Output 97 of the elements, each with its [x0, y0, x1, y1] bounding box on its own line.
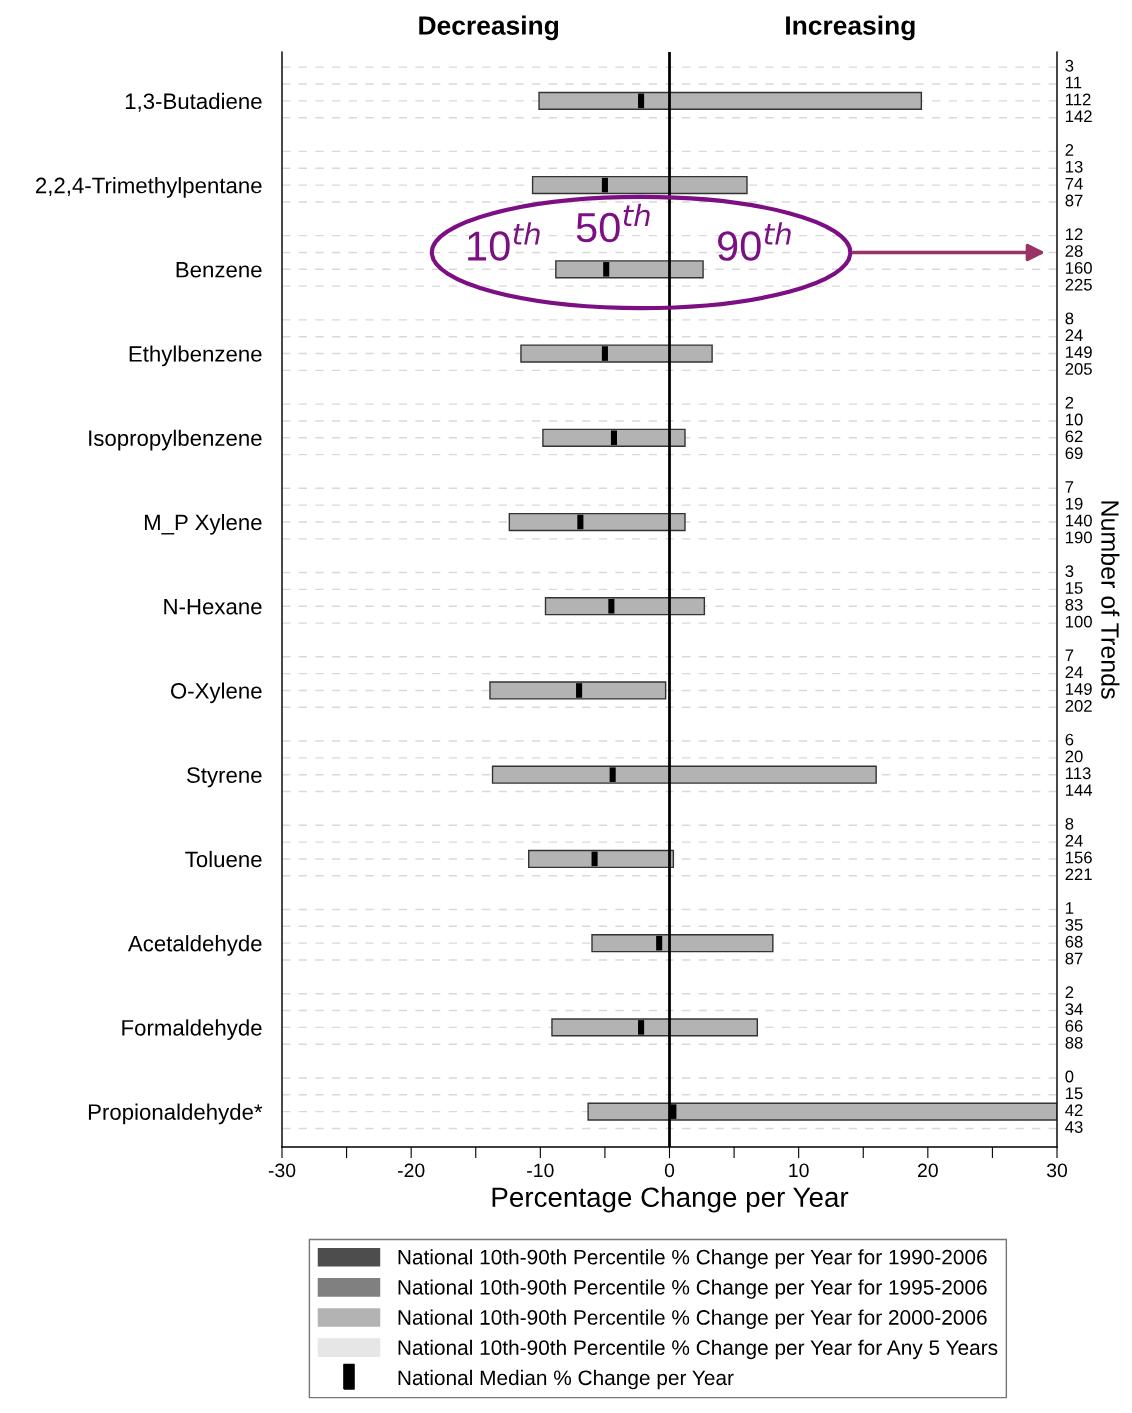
text: 142	[1066, 110, 1092, 123]
text: 190	[1066, 531, 1092, 544]
text: 202	[1065, 699, 1092, 712]
bar	[520, 344, 713, 363]
bar	[531, 175, 748, 195]
text: 24	[1065, 329, 1083, 342]
text: 19	[1066, 497, 1083, 510]
bar	[528, 849, 675, 869]
text: 35	[1065, 918, 1083, 931]
text: 149	[1066, 346, 1092, 359]
y2-axis-title: Number of Trends	[1101, 501, 1120, 699]
text: 15	[1066, 1087, 1083, 1100]
bar	[489, 681, 667, 700]
text: 68	[1065, 935, 1083, 948]
bar	[591, 934, 774, 953]
bar	[551, 1018, 759, 1037]
bar	[542, 428, 686, 447]
legend-label: National 10th-90th Percentile % Change per Year for Any 5 Years	[398, 1339, 998, 1360]
text: 12	[1066, 228, 1083, 240]
text: 28	[1065, 245, 1083, 257]
text: 156	[1066, 851, 1092, 864]
legend-label: National 10th-90th Percentile % Change per Year for 2000-2006	[398, 1309, 987, 1329]
text: 20	[1065, 750, 1083, 763]
text: 74	[1065, 177, 1083, 190]
legend-label: National Median % Change per Year	[398, 1369, 734, 1390]
legend-label: National 10th-90th Percentile % Change per Year for 1995-2006	[398, 1279, 987, 1299]
text: 87	[1065, 952, 1083, 965]
y-tick-label: O-Xylene	[170, 682, 262, 704]
y-tick-label: M_P Xylene	[144, 513, 262, 535]
x-tick-label: -20	[397, 1163, 425, 1178]
text: 6	[1065, 733, 1074, 746]
bar	[544, 597, 706, 616]
text: 7	[1065, 649, 1074, 662]
x-tick-label: 10	[789, 1163, 809, 1178]
text: 13	[1066, 160, 1083, 173]
text: 2	[1065, 986, 1074, 999]
text: 112	[1066, 93, 1091, 106]
annotation: 50$^{th}$	[576, 203, 650, 243]
y-tick-label: Isopropylbenzene	[89, 429, 262, 451]
text: 62	[1065, 430, 1083, 443]
text: 87	[1065, 194, 1083, 207]
bar	[587, 1102, 1057, 1121]
text: 66	[1065, 1020, 1083, 1032]
bar	[508, 512, 686, 532]
x-tick-label: 30	[1046, 1163, 1068, 1178]
y-tick-label: 2,2,4-Trimethylpentane	[36, 177, 262, 198]
annotation: 10$^{th}$	[468, 222, 540, 261]
text: 10	[1066, 413, 1083, 426]
y-tick-label: Acetaldehyde	[127, 935, 262, 956]
text: 140	[1066, 514, 1092, 527]
y-tick-label: Formaldehyde	[122, 1019, 262, 1041]
text: 149	[1066, 683, 1092, 695]
text: 69	[1065, 447, 1083, 460]
text: 42	[1065, 1104, 1083, 1116]
x-tick-label: 20	[918, 1163, 938, 1178]
x-tick-label: -30	[268, 1163, 296, 1178]
text: 144	[1066, 784, 1093, 796]
text: 3	[1065, 565, 1074, 578]
text: 24	[1065, 666, 1083, 678]
y-tick-label: N-Hexane	[164, 599, 262, 615]
text: 0	[1065, 1070, 1074, 1083]
bar	[555, 260, 704, 279]
text: 160	[1066, 261, 1092, 274]
text: 205	[1065, 363, 1092, 375]
text: 113	[1066, 767, 1091, 780]
text: 34	[1065, 1003, 1083, 1016]
x-tick-label: -10	[527, 1163, 554, 1178]
x-axis-title: Percentage Change per Year	[492, 1186, 849, 1213]
bar	[538, 91, 923, 110]
y-tick-label: Ethylbenzene	[129, 345, 262, 367]
bar	[491, 765, 877, 784]
text: 1	[1066, 902, 1074, 914]
text: Increasing	[786, 15, 915, 41]
text: 15	[1066, 582, 1083, 594]
annotation: 90$^{th}$	[717, 222, 791, 261]
text: 2	[1065, 144, 1074, 156]
text: 8	[1065, 817, 1074, 830]
text: 83	[1065, 598, 1083, 611]
y-tick-label: Benzene	[176, 262, 262, 278]
text: 100	[1066, 615, 1092, 628]
text: 88	[1065, 1036, 1083, 1049]
text: Decreasing	[419, 15, 559, 41]
y-tick-label: Toluene	[185, 850, 262, 868]
text: 225	[1065, 278, 1092, 291]
text: 221	[1065, 868, 1092, 881]
text: 24	[1065, 834, 1083, 847]
text: 7	[1065, 481, 1074, 493]
x-tick-label: 0	[664, 1163, 675, 1178]
text: 3	[1065, 59, 1074, 72]
text: 2	[1065, 396, 1074, 409]
legend-label: National 10th-90th Percentile % Change per Year for 1990-2006	[398, 1249, 987, 1269]
text: 43	[1065, 1121, 1083, 1133]
text: 11	[1066, 76, 1082, 89]
text: 8	[1065, 312, 1074, 325]
y-tick-label: Styrene	[186, 767, 262, 788]
y-tick-label: 1,3-Butadiene	[125, 92, 262, 112]
y-tick-label: Propionaldehyde*	[88, 1103, 263, 1125]
